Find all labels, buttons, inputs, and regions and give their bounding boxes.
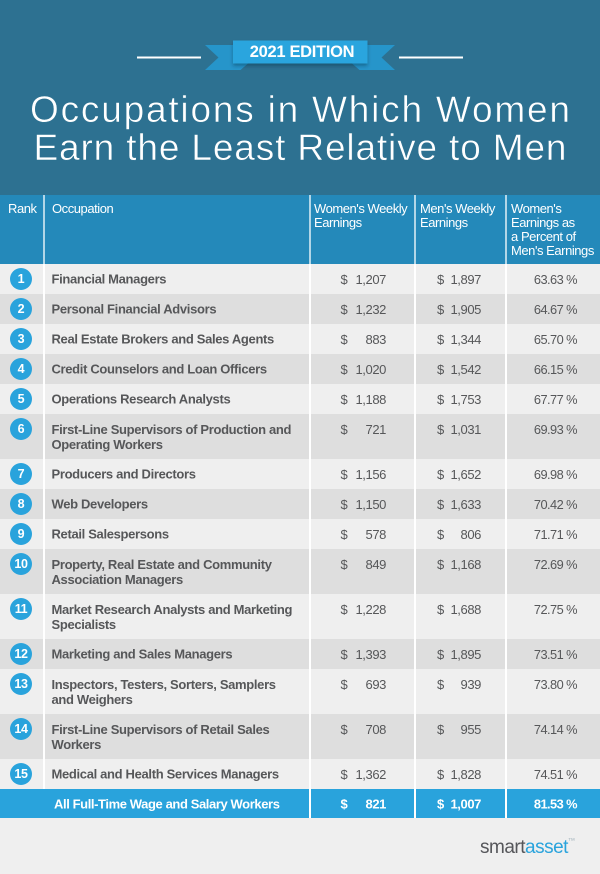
svg-text:2021 EDITION: 2021 EDITION bbox=[250, 43, 355, 61]
